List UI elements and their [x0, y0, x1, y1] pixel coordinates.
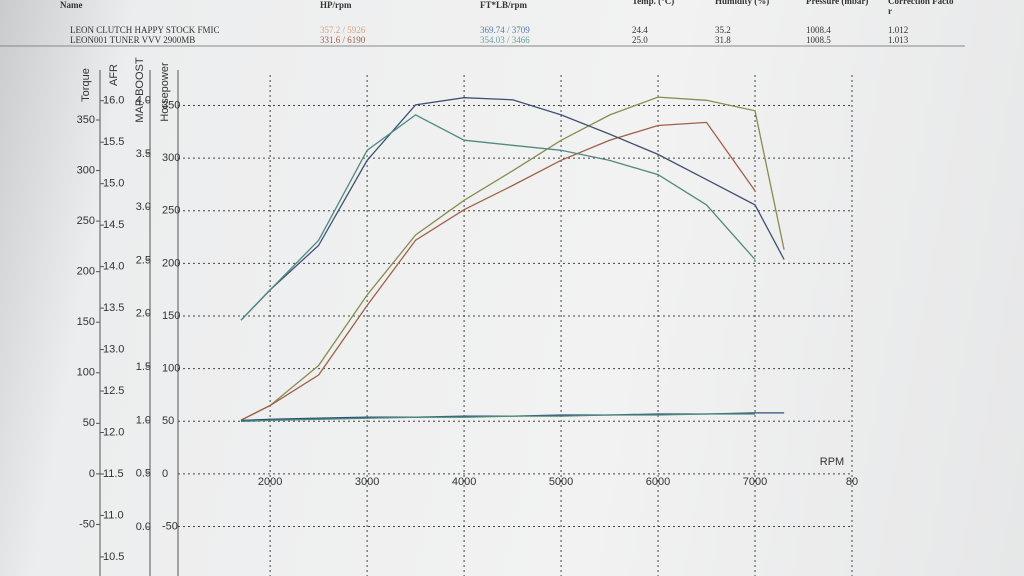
table-cell: 1008.5 [806, 35, 831, 45]
y2ticks-label: 350 [77, 114, 95, 126]
y3ticks-label: 15.0 [103, 178, 124, 190]
y-tick-label: 150 [162, 310, 180, 322]
y3ticks-label: 14.0 [103, 261, 124, 273]
x-axis-label: RPM [820, 456, 844, 468]
column-header: HP/rpm [320, 0, 352, 10]
y3ticks-label: 14.5 [103, 219, 124, 231]
y2ticks-label: 0 [89, 468, 95, 480]
y4ticks-label: 3.0 [136, 201, 151, 213]
y4ticks-label: 1.5 [136, 361, 151, 373]
y-tick-label: 0 [162, 468, 168, 480]
y3ticks-label: 11.0 [103, 509, 124, 521]
y4ticks-label: 0.0 [136, 521, 151, 533]
y-tick-label: 250 [162, 205, 180, 217]
y3ticks-label: 16.0 [103, 95, 124, 107]
y-axis-label: Horsepower [159, 62, 171, 122]
y4ticks-label: 2.5 [136, 254, 151, 266]
column-header: FT*LB/rpm [480, 0, 528, 10]
y4ticks-label: 4.0 [136, 94, 151, 106]
y3ticks-label: 13.5 [103, 302, 124, 314]
column-header: Humidity (%) [715, 0, 770, 6]
series-line [240, 121, 756, 421]
y-tick-label: -50 [162, 520, 178, 532]
y-tick-label: 350 [162, 99, 180, 111]
y4ticks-label: 1.0 [136, 414, 151, 426]
y2ticks-label: 300 [77, 164, 95, 176]
y-tick-label: 200 [162, 257, 180, 269]
y3ticks-label: 13.0 [103, 343, 124, 355]
series-line [240, 96, 785, 421]
column-header: Temp. (°C) [632, 0, 675, 6]
table-cell: 369.74 / 3709 [480, 25, 530, 35]
y2ticks-label: 150 [77, 316, 95, 328]
table-cell: 357.2 / 5926 [320, 25, 366, 35]
y2ticks-label: -50 [79, 518, 95, 530]
table-cell: 331.6 / 6190 [320, 35, 366, 45]
y-tick-label: 300 [162, 152, 180, 164]
y2ticks-label: 100 [77, 367, 95, 379]
table-cell: 1.012 [888, 25, 909, 35]
y4ticks-label: 0.5 [136, 468, 151, 480]
y-tick-label: 100 [162, 363, 180, 375]
column-header: Correction Factor [888, 0, 954, 16]
column-header: Name [60, 0, 83, 10]
table-cell: 25.0 [632, 35, 648, 45]
y4ticks-label: 3.5 [136, 148, 151, 160]
series-line [240, 97, 785, 321]
y2-axis-label: Torque [80, 68, 92, 102]
y2ticks-label: 200 [77, 266, 95, 278]
table-cell: LEON CLUTCH HAPPY STOCK FMIC [70, 25, 220, 35]
table-cell: 24.4 [632, 25, 648, 35]
y3ticks-label: 11.5 [103, 468, 124, 480]
y3ticks-label: 12.5 [103, 385, 124, 397]
y4-axis-label: MAP BOOST [134, 57, 146, 122]
table-cell: 1.013 [888, 35, 909, 45]
table-cell: 1008.4 [806, 25, 831, 35]
y3ticks-label: 12.0 [103, 426, 124, 438]
table-cell: LEON001 TUNER VVV 2900MB [70, 35, 196, 45]
table-cell: 35.2 [715, 25, 731, 35]
y2ticks-label: 250 [77, 215, 95, 227]
y3-axis-label: AFR [108, 64, 120, 86]
y-tick-label: 50 [162, 415, 174, 427]
table-cell: 31.8 [715, 35, 731, 45]
y3ticks-label: 10.5 [103, 551, 124, 563]
series-line [240, 114, 756, 321]
y2ticks-label: 50 [83, 417, 95, 429]
column-header: Pressure (mbar) [806, 0, 869, 6]
series-line [240, 413, 755, 423]
y3ticks-label: 15.5 [103, 136, 124, 148]
y4ticks-label: 2.0 [136, 308, 151, 320]
table-cell: 354.03 / 3466 [480, 35, 530, 45]
